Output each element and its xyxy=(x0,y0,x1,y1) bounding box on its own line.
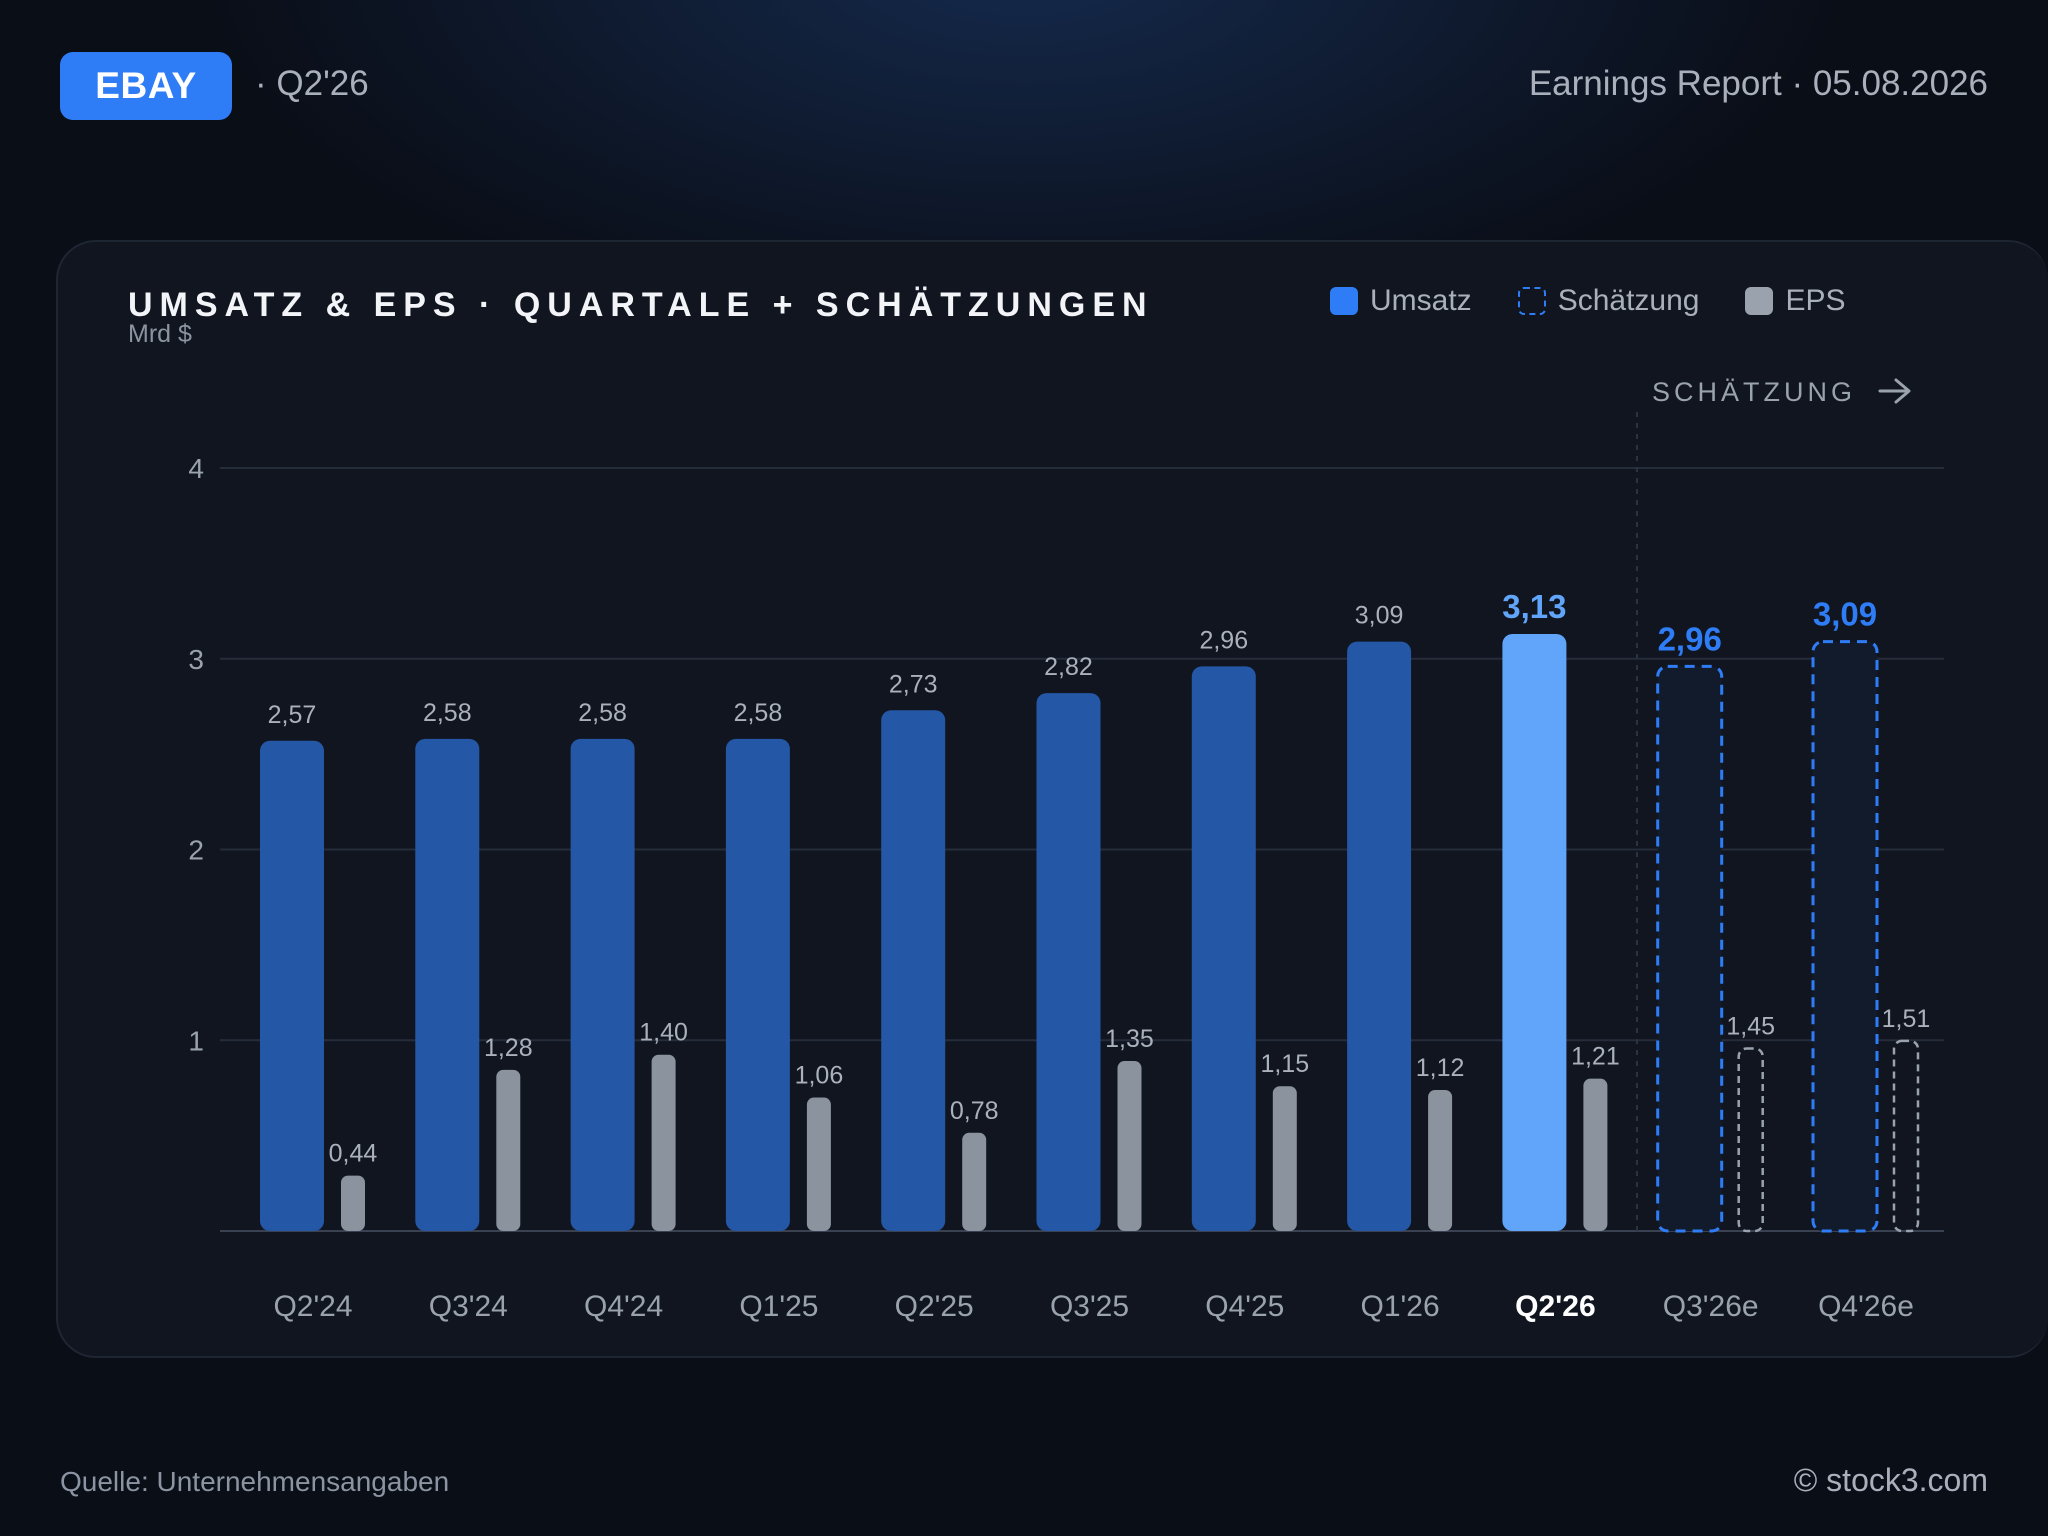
legend-label-estimate: Schätzung xyxy=(1557,284,1700,317)
x-tick-label: Q2'25 xyxy=(895,1290,974,1323)
revenue-bar xyxy=(881,710,946,1231)
chart-title: UMSATZ & EPS · QUARTALE + SCHÄTZUNGEN xyxy=(128,286,1154,324)
revenue-bar xyxy=(725,738,790,1231)
revenue-value-label: 2,96 xyxy=(1658,620,1722,657)
eps-bar xyxy=(1428,1089,1453,1231)
eps-value-label: 0,44 xyxy=(329,1140,378,1168)
x-tick-label: Q3'24 xyxy=(429,1290,508,1323)
revenue-value-label: 3,09 xyxy=(1355,602,1404,630)
revenue-estimate-bar xyxy=(1656,664,1724,1233)
x-tick-label: Q1'25 xyxy=(739,1290,818,1323)
x-tick-label: Q4'24 xyxy=(584,1290,663,1323)
revenue-bar xyxy=(1347,641,1412,1231)
eps-value-label: 1,40 xyxy=(639,1019,688,1047)
eps-value-label: 1,06 xyxy=(795,1062,844,1090)
revenue-bar xyxy=(260,740,324,1231)
revenue-bar-current xyxy=(1502,633,1567,1231)
chart-unit: Mrd $ xyxy=(128,320,192,348)
eps-bar xyxy=(962,1132,987,1231)
eps-bar xyxy=(1583,1078,1608,1231)
eps-value-label: 1,15 xyxy=(1260,1050,1309,1078)
eps-bar xyxy=(651,1054,676,1231)
eps-estimate-bar xyxy=(1892,1039,1920,1233)
legend-item-revenue: Umsatz xyxy=(1330,284,1472,318)
y-tick-label: 1 xyxy=(188,1025,204,1056)
footer-source: Quelle: Unternehmensangaben xyxy=(60,1466,450,1497)
eps-value-label: 1,51 xyxy=(1882,1005,1931,1033)
legend-swatch-revenue xyxy=(1330,287,1358,315)
footer-brand: © stock3.com xyxy=(1793,1462,1988,1498)
eps-bar xyxy=(341,1175,365,1231)
x-tick-label: Q2'26 xyxy=(1515,1290,1596,1323)
arrow-right-icon xyxy=(1878,378,1911,404)
y-tick-label: 3 xyxy=(188,644,204,675)
revenue-value-label: 3,09 xyxy=(1813,596,1877,633)
legend-item-eps: EPS xyxy=(1745,284,1846,318)
y-tick-label: 4 xyxy=(188,453,204,484)
legend-swatch-estimate xyxy=(1517,287,1546,315)
x-tick-label: Q1'26 xyxy=(1361,1290,1440,1323)
x-tick-label: Q2'24 xyxy=(273,1290,352,1323)
revenue-value-label: 2,96 xyxy=(1199,626,1248,654)
ticker-badge: EBAY xyxy=(60,52,232,120)
legend-item-estimate: Schätzung xyxy=(1517,284,1700,318)
eps-bar xyxy=(1272,1086,1297,1231)
legend-label-revenue: Umsatz xyxy=(1370,284,1472,317)
eps-bar xyxy=(1117,1061,1142,1231)
eps-value-label: 1,28 xyxy=(484,1034,533,1062)
revenue-value-label: 2,57 xyxy=(268,701,317,729)
legend-label-eps: EPS xyxy=(1785,284,1846,317)
revenue-value-label: 2,58 xyxy=(578,699,627,727)
eps-value-label: 1,12 xyxy=(1416,1054,1465,1082)
x-tick-label: Q3'26e xyxy=(1663,1290,1759,1323)
eps-bar xyxy=(806,1097,831,1231)
y-tick-label: 2 xyxy=(188,835,204,866)
eps-bar xyxy=(496,1069,521,1231)
report-date: Earnings Report · 05.08.2026 xyxy=(1528,64,1988,103)
eps-value-label: 1,21 xyxy=(1571,1043,1620,1071)
eps-value-label: 1,35 xyxy=(1105,1025,1154,1053)
revenue-bar xyxy=(1036,693,1101,1231)
revenue-value-label: 2,58 xyxy=(734,699,783,727)
revenue-value-label: 2,58 xyxy=(423,699,472,727)
eps-value-label: 0,78 xyxy=(950,1097,999,1125)
x-tick-label: Q3'25 xyxy=(1050,1290,1129,1323)
legend-swatch-eps xyxy=(1745,287,1774,315)
revenue-bar xyxy=(570,738,635,1231)
eps-estimate-bar xyxy=(1737,1047,1764,1233)
x-tick-label: Q4'26e xyxy=(1818,1290,1914,1323)
header-period: · Q2'26 xyxy=(255,64,369,103)
chart-legend: Umsatz Schätzung EPS xyxy=(1330,284,1846,318)
revenue-value-label: 3,13 xyxy=(1502,588,1566,625)
eps-value-label: 1,45 xyxy=(1726,1012,1775,1040)
x-tick-label: Q4'25 xyxy=(1205,1290,1284,1323)
revenue-value-label: 2,73 xyxy=(889,670,938,698)
revenue-bar xyxy=(415,738,480,1231)
revenue-estimate-bar xyxy=(1811,640,1879,1233)
estimate-marker-label: SCHÄTZUNG xyxy=(1652,377,1856,407)
revenue-bar xyxy=(1191,666,1256,1231)
revenue-value-label: 2,82 xyxy=(1044,653,1093,681)
